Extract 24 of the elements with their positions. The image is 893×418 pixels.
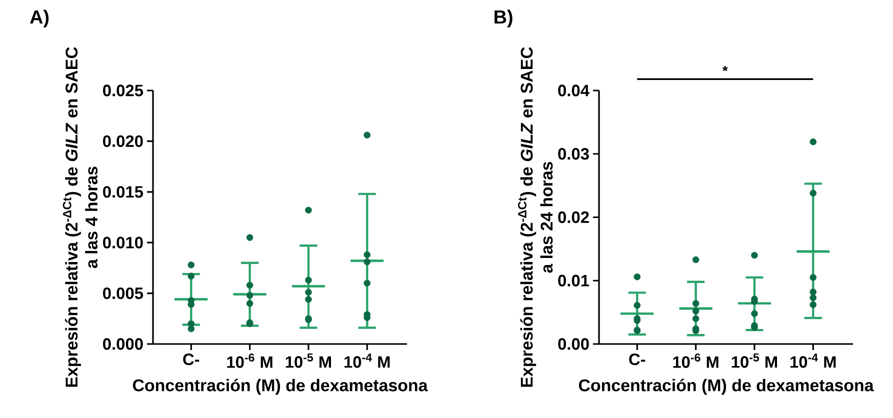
y-tick-label: 0.005 <box>103 287 144 300</box>
chart-title: B) <box>494 10 512 28</box>
y-tick-label: 0.015 <box>103 186 144 198</box>
x-tick-label: 10$^{-4}$ M <box>790 354 836 368</box>
x-tick-label: 10$^{-5}$ M <box>732 354 777 368</box>
y-tick-label: 0.020 <box>103 135 143 148</box>
x-tick-label: 10$^{-5}$ M <box>286 354 331 368</box>
x-tick-label: 10$^{-6}$ M <box>227 354 272 368</box>
x-tick-label: C- <box>629 353 646 366</box>
y-tick-label: 0.010 <box>103 236 143 248</box>
x-tick-label: 10$^{-4}$ M <box>344 354 390 368</box>
y-tick-label: 0.04 <box>558 84 590 96</box>
y-tick-label: 0.000 <box>103 338 143 350</box>
x-tick-label: 10$^{-6}$ M <box>673 354 718 368</box>
x-tick-label: C- <box>183 353 200 366</box>
x-axis-title: Concentración (M) de dexametasona <box>578 378 874 395</box>
y-tick-label: 0.02 <box>558 211 589 224</box>
chart-title: A) <box>30 10 49 28</box>
y-tick-label: 0.01 <box>558 274 590 286</box>
y-tick-label: 0.00 <box>558 338 589 350</box>
y-tick-label: 0.03 <box>558 148 589 160</box>
y-tick-label: 0.025 <box>103 84 144 96</box>
text: * <box>722 66 728 72</box>
x-axis-title: Concentración (M) de dexametasona <box>132 378 428 395</box>
